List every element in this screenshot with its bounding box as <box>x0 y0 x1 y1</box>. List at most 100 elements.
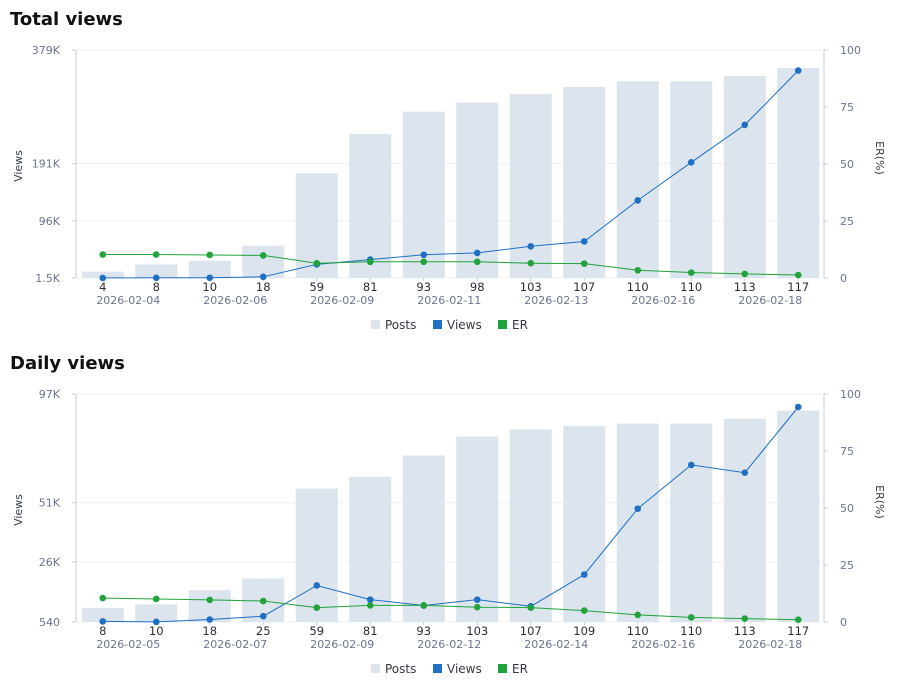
posts-bar <box>188 260 231 278</box>
chart-title: Daily views <box>10 353 125 374</box>
legend-swatch-posts <box>371 664 380 673</box>
views-point <box>206 274 214 282</box>
er-series <box>99 251 802 279</box>
legend-label-posts: Posts <box>385 662 416 676</box>
legend: Posts Views ER <box>371 318 528 332</box>
x-tick-label: 10 <box>149 624 164 638</box>
posts-bars <box>81 68 820 279</box>
x-tick-label: 117 <box>787 624 809 638</box>
legend-swatch-er <box>498 320 507 329</box>
daily-views-chart: 540 26K 51K 97K 0 25 50 75 100 Views ER(%) 8 10 18 25 5… <box>12 388 886 676</box>
er-point <box>741 270 749 278</box>
y2-tick-label: 100 <box>840 44 861 57</box>
er-point <box>313 604 321 611</box>
x-tick-label: 109 <box>573 624 595 638</box>
views-point <box>687 461 695 469</box>
y-tick-label: 51K <box>39 497 61 510</box>
views-point <box>527 242 535 250</box>
legend-label-er: ER <box>512 662 528 676</box>
er-point <box>580 607 588 614</box>
er-point <box>206 251 214 259</box>
legend-label-er: ER <box>512 318 528 332</box>
y2-axis-title: ER(%) <box>873 141 886 175</box>
views-point <box>259 273 267 281</box>
legend-label-posts: Posts <box>385 318 416 332</box>
y-tick-label: 191K <box>32 158 61 171</box>
posts-bar <box>402 455 445 622</box>
x-tick-label: 81 <box>363 624 378 638</box>
posts-bar <box>456 436 499 622</box>
posts-bar <box>456 102 499 279</box>
y2-tick-label: 75 <box>840 101 854 114</box>
x-tick-label: 113 <box>734 624 756 638</box>
er-point <box>527 604 535 611</box>
views-point <box>152 618 160 626</box>
posts-bar <box>135 264 178 278</box>
legend-swatch-views <box>433 664 442 673</box>
daily-views-panel: Daily views 540 26K 51K 97K 0 25 50 75 100 Views E… <box>0 346 909 692</box>
x-date-label: 2026-02-16 <box>631 638 695 651</box>
y-tick-label: 540 <box>39 616 60 629</box>
y2-tick-label: 0 <box>840 272 847 285</box>
y2-axis-title: ER(%) <box>873 485 886 519</box>
er-point <box>366 602 374 609</box>
views-point <box>420 251 428 259</box>
x-tick-label: 59 <box>309 624 324 638</box>
views-point <box>580 238 588 245</box>
er-point <box>420 602 428 609</box>
x-tick-label: 107 <box>520 624 542 638</box>
x-tick-label: 8 <box>153 280 160 294</box>
x-tick-label: 110 <box>680 624 702 638</box>
x-date-label: 2026-02-16 <box>631 294 695 307</box>
posts-bar <box>81 607 124 622</box>
views-point <box>152 274 160 282</box>
x-tick-label: 110 <box>627 280 649 294</box>
er-point <box>99 594 107 602</box>
x-date-label: 2026-02-11 <box>417 294 481 307</box>
views-point <box>741 121 749 129</box>
views-point <box>313 582 321 589</box>
posts-bar <box>295 488 338 622</box>
x-date-label: 2026-02-12 <box>417 638 481 651</box>
er-point <box>420 258 428 266</box>
posts-bar <box>616 423 659 622</box>
er-point <box>741 615 749 622</box>
x-tick-label: 103 <box>520 280 542 294</box>
x-tick-label: 93 <box>416 624 431 638</box>
views-line <box>102 406 799 623</box>
x-tick-label: 98 <box>470 280 485 294</box>
views-point <box>794 67 802 74</box>
y-tick-label: 379K <box>32 44 61 57</box>
posts-bar <box>242 245 285 278</box>
y-tick-label: 1.5K <box>35 272 60 285</box>
x-tick-label: 103 <box>466 624 488 638</box>
total-views-panel: Total views 1.5K 96K 191K 379K 0 25 50 75 100 Vie… <box>0 0 909 346</box>
x-tick-label: 4 <box>99 280 106 294</box>
legend-label-views: Views <box>447 662 482 676</box>
er-point <box>794 271 802 279</box>
er-point <box>634 611 642 619</box>
er-line <box>102 597 799 621</box>
posts-bar <box>723 75 766 279</box>
y2-tick-label: 0 <box>840 616 847 629</box>
x-tick-label: 8 <box>99 624 106 638</box>
er-point <box>687 614 695 621</box>
x-tick-label: 110 <box>680 280 702 294</box>
views-point <box>99 274 107 282</box>
x-date-label: 2026-02-14 <box>524 638 588 651</box>
er-line <box>102 254 799 276</box>
er-point <box>99 251 107 258</box>
legend-swatch-views <box>433 320 442 329</box>
x-tick-label: 93 <box>416 280 431 294</box>
er-point <box>527 259 535 267</box>
er-point <box>580 260 588 267</box>
y2-tick-label: 50 <box>840 502 854 515</box>
x-date-label: 2026-02-18 <box>738 638 802 651</box>
posts-bar <box>777 410 820 622</box>
er-point <box>473 258 481 266</box>
x-tick-label: 81 <box>363 280 378 294</box>
y2-tick-label: 25 <box>840 215 854 228</box>
posts-bar <box>509 429 552 622</box>
x-tick-label: 59 <box>309 280 324 294</box>
x-date-label: 2026-02-05 <box>96 638 160 651</box>
